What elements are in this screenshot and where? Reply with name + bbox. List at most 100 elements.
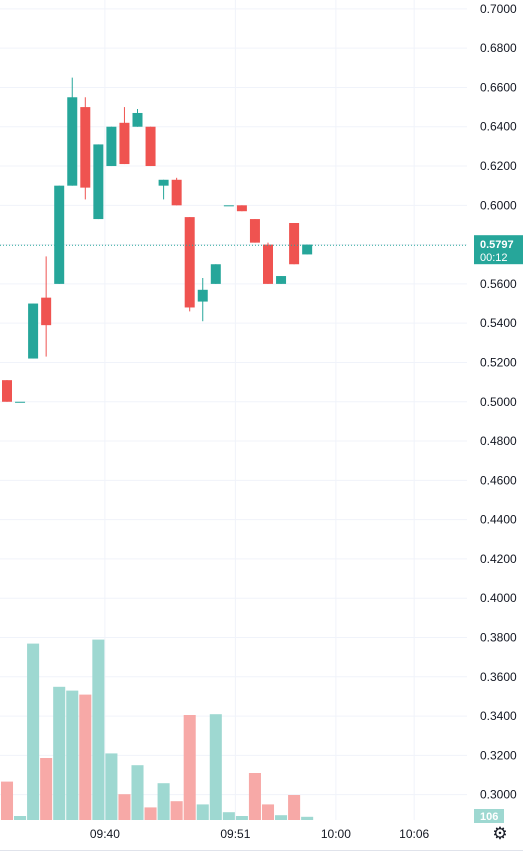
volume-bar	[79, 694, 92, 820]
volume-bar	[27, 643, 40, 820]
x-axis[interactable]: 09:40 09:51 10:00 10:06	[90, 827, 430, 841]
x-tick-label: 09:40	[90, 827, 120, 841]
candle	[158, 179, 169, 200]
volume-bar	[275, 815, 288, 820]
volume-bar	[144, 807, 157, 820]
candle-body	[184, 217, 195, 308]
candle	[54, 185, 65, 284]
y-tick-label: 0.3200	[480, 748, 517, 762]
candle-body	[41, 297, 52, 326]
candle	[171, 177, 182, 206]
volume-bar	[222, 812, 235, 820]
volume-bar	[248, 773, 261, 820]
volume-bar	[105, 753, 118, 820]
candle-body	[289, 222, 300, 265]
y-tick-label: 0.6200	[480, 159, 517, 173]
price-badge: 0.5797 00:12	[474, 235, 523, 265]
y-tick-label: 0.5200	[480, 355, 517, 369]
candle	[210, 264, 221, 284]
candle	[93, 144, 104, 220]
candle-body	[106, 126, 117, 167]
y-tick-label: 0.3800	[480, 631, 517, 645]
y-tick-label: 0.4800	[480, 434, 517, 448]
candle-body	[15, 401, 26, 403]
candle	[263, 242, 273, 284]
price-badge-price: 0.5797	[480, 239, 514, 251]
volume-bar	[40, 758, 53, 820]
y-tick-label: 0.6000	[480, 198, 517, 212]
volume-bar	[301, 816, 314, 820]
candle-body	[223, 205, 234, 207]
candle-body	[93, 144, 104, 220]
volume-bar	[131, 765, 144, 820]
candle-body	[28, 303, 39, 359]
candle-body	[119, 122, 130, 165]
candle-body	[132, 112, 143, 127]
candle-body	[263, 244, 273, 284]
y-tick-label: 0.5600	[480, 277, 517, 291]
candle	[28, 303, 39, 359]
candle	[145, 126, 156, 167]
candle-body	[210, 264, 221, 284]
candle-body	[145, 126, 156, 167]
y-tick-label: 0.4200	[480, 552, 517, 566]
volume-bar	[183, 715, 196, 820]
candle	[289, 222, 300, 265]
candle	[276, 276, 287, 284]
candle	[197, 278, 208, 322]
grid	[0, 0, 467, 820]
y-tick-label: 0.7000	[480, 2, 517, 16]
bottom-toolbar	[0, 850, 523, 865]
candle	[302, 244, 313, 255]
volume-bar	[288, 795, 301, 820]
volume-bar	[261, 804, 275, 820]
candle-body	[67, 97, 78, 186]
volume-bar	[196, 804, 209, 820]
candle	[106, 126, 117, 167]
candle	[132, 109, 143, 127]
volume-bars	[0, 639, 314, 820]
price-badge-background	[474, 235, 523, 265]
candle-body	[276, 276, 287, 284]
y-tick-label: 0.4000	[480, 591, 517, 605]
candle-body	[158, 179, 169, 186]
volume-bar	[66, 690, 79, 820]
y-tick-label: 0.5400	[480, 316, 517, 330]
candle-body	[197, 289, 208, 302]
candle	[80, 97, 91, 200]
candle	[119, 107, 130, 165]
candle	[223, 205, 234, 207]
gear-icon[interactable]: ⚙	[492, 824, 508, 843]
y-tick-label: 0.3600	[480, 670, 517, 684]
volume-bar	[14, 816, 27, 820]
candle-body	[54, 185, 65, 284]
volume-badge-value: 106	[480, 811, 498, 823]
candle	[236, 205, 247, 212]
x-tick-label: 10:06	[399, 827, 429, 841]
y-tick-label: 0.4400	[480, 513, 517, 527]
y-tick-label: 0.5000	[480, 395, 517, 409]
y-tick-label: 0.4600	[480, 473, 517, 487]
price-badge-countdown: 00:12	[480, 252, 508, 264]
x-tick-label: 09:51	[220, 827, 250, 841]
candle	[67, 77, 78, 186]
candle	[249, 219, 260, 243]
candle	[2, 380, 12, 402]
y-tick-label: 0.6600	[480, 80, 517, 94]
volume-bar	[170, 801, 183, 820]
y-axis[interactable]: 0.70000.68000.66000.64000.62000.60000.58…	[480, 2, 517, 802]
y-tick-label: 0.3400	[480, 709, 517, 723]
volume-badge: 106	[474, 809, 504, 823]
volume-bar	[209, 714, 222, 820]
candle	[41, 256, 52, 357]
candle-body	[2, 380, 12, 402]
volume-bar	[53, 686, 66, 820]
x-tick-label: 10:00	[321, 827, 351, 841]
y-tick-label: 0.6800	[480, 41, 517, 55]
candle-body	[249, 219, 260, 243]
candle-body	[171, 179, 182, 206]
volume-bar	[118, 794, 131, 820]
volume-badge-background	[474, 809, 504, 823]
y-tick-label: 0.3000	[480, 788, 517, 802]
